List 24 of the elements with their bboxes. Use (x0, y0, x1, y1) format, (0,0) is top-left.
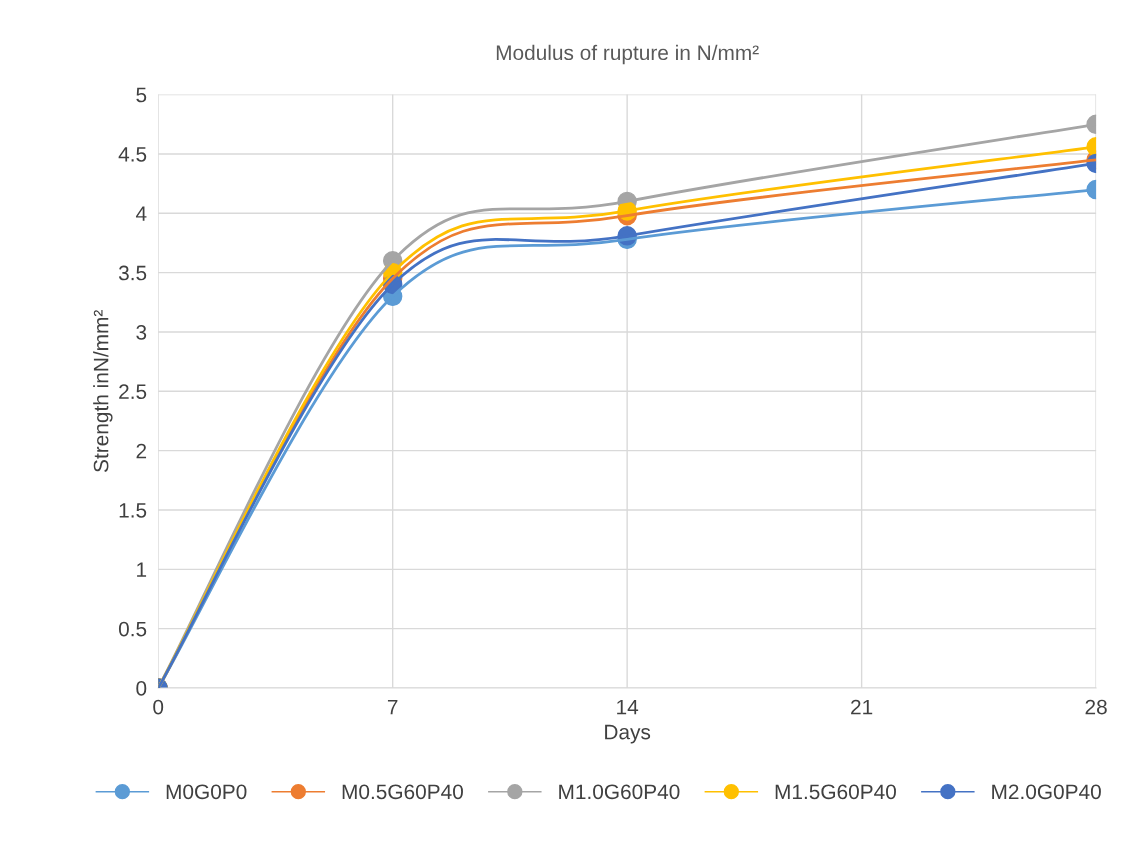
legend-label: M2.0G0P40 (992, 784, 1101, 800)
legend-label: M0G0P0 (166, 784, 247, 800)
x-tick-label: 0 (153, 699, 164, 715)
y-tick-label: 1.5 (119, 503, 147, 518)
x-tick-label: 21 (851, 699, 873, 715)
y-tick-label: 0.5 (118, 621, 147, 637)
y-tick-label: 4 (135, 206, 147, 221)
y-tick-label: 1 (137, 562, 147, 577)
y-tick-label: 0 (136, 681, 147, 696)
legend-label: M0.5G60P40 (342, 784, 463, 800)
y-tick-label: 3 (136, 324, 147, 340)
y-tick-label: 4.5 (118, 147, 147, 162)
chart-title: Modulus of rupture in N/mm² (496, 44, 759, 65)
y-axis-title: Strength inN/mm² (93, 310, 113, 472)
y-tick-label: 2.5 (119, 384, 147, 400)
y-tick-label: 3.5 (118, 265, 147, 281)
x-axis-title: Days (605, 724, 651, 744)
x-tick-label: 28 (1085, 699, 1107, 715)
legend-label: M1.5G60P40 (775, 784, 896, 800)
legend-label: M1.0G60P40 (559, 784, 680, 800)
x-tick-label: 14 (617, 699, 639, 715)
x-tick-label: 7 (387, 699, 398, 715)
y-tick-label: 5 (136, 87, 147, 103)
y-tick-label: 2 (136, 443, 147, 459)
